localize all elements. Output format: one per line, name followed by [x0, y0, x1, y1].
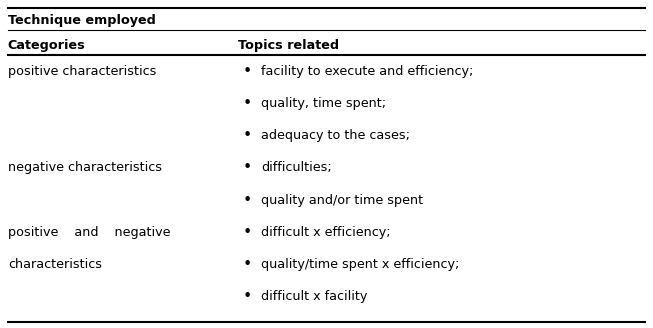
Text: Categories: Categories: [8, 39, 86, 52]
Text: difficult x facility: difficult x facility: [261, 290, 368, 303]
Text: negative characteristics: negative characteristics: [8, 161, 162, 174]
Text: positive    and    negative: positive and negative: [8, 226, 170, 239]
Text: •: •: [243, 64, 252, 79]
Text: quality/time spent x efficiency;: quality/time spent x efficiency;: [261, 258, 460, 271]
Text: •: •: [243, 289, 252, 304]
Text: Topics related: Topics related: [238, 39, 340, 52]
Text: quality, time spent;: quality, time spent;: [261, 97, 387, 110]
Text: •: •: [243, 193, 252, 208]
Text: facility to execute and efficiency;: facility to execute and efficiency;: [261, 65, 473, 78]
Text: quality and/or time spent: quality and/or time spent: [261, 194, 423, 207]
Text: •: •: [243, 128, 252, 143]
Text: •: •: [243, 160, 252, 175]
Text: •: •: [243, 225, 252, 240]
Text: difficult x efficiency;: difficult x efficiency;: [261, 226, 391, 239]
Text: characteristics: characteristics: [8, 258, 102, 271]
Text: difficulties;: difficulties;: [261, 161, 332, 174]
Text: •: •: [243, 257, 252, 272]
Text: •: •: [243, 96, 252, 111]
Text: Technique employed: Technique employed: [8, 14, 155, 27]
Text: adequacy to the cases;: adequacy to the cases;: [261, 129, 410, 142]
Text: positive characteristics: positive characteristics: [8, 65, 156, 78]
